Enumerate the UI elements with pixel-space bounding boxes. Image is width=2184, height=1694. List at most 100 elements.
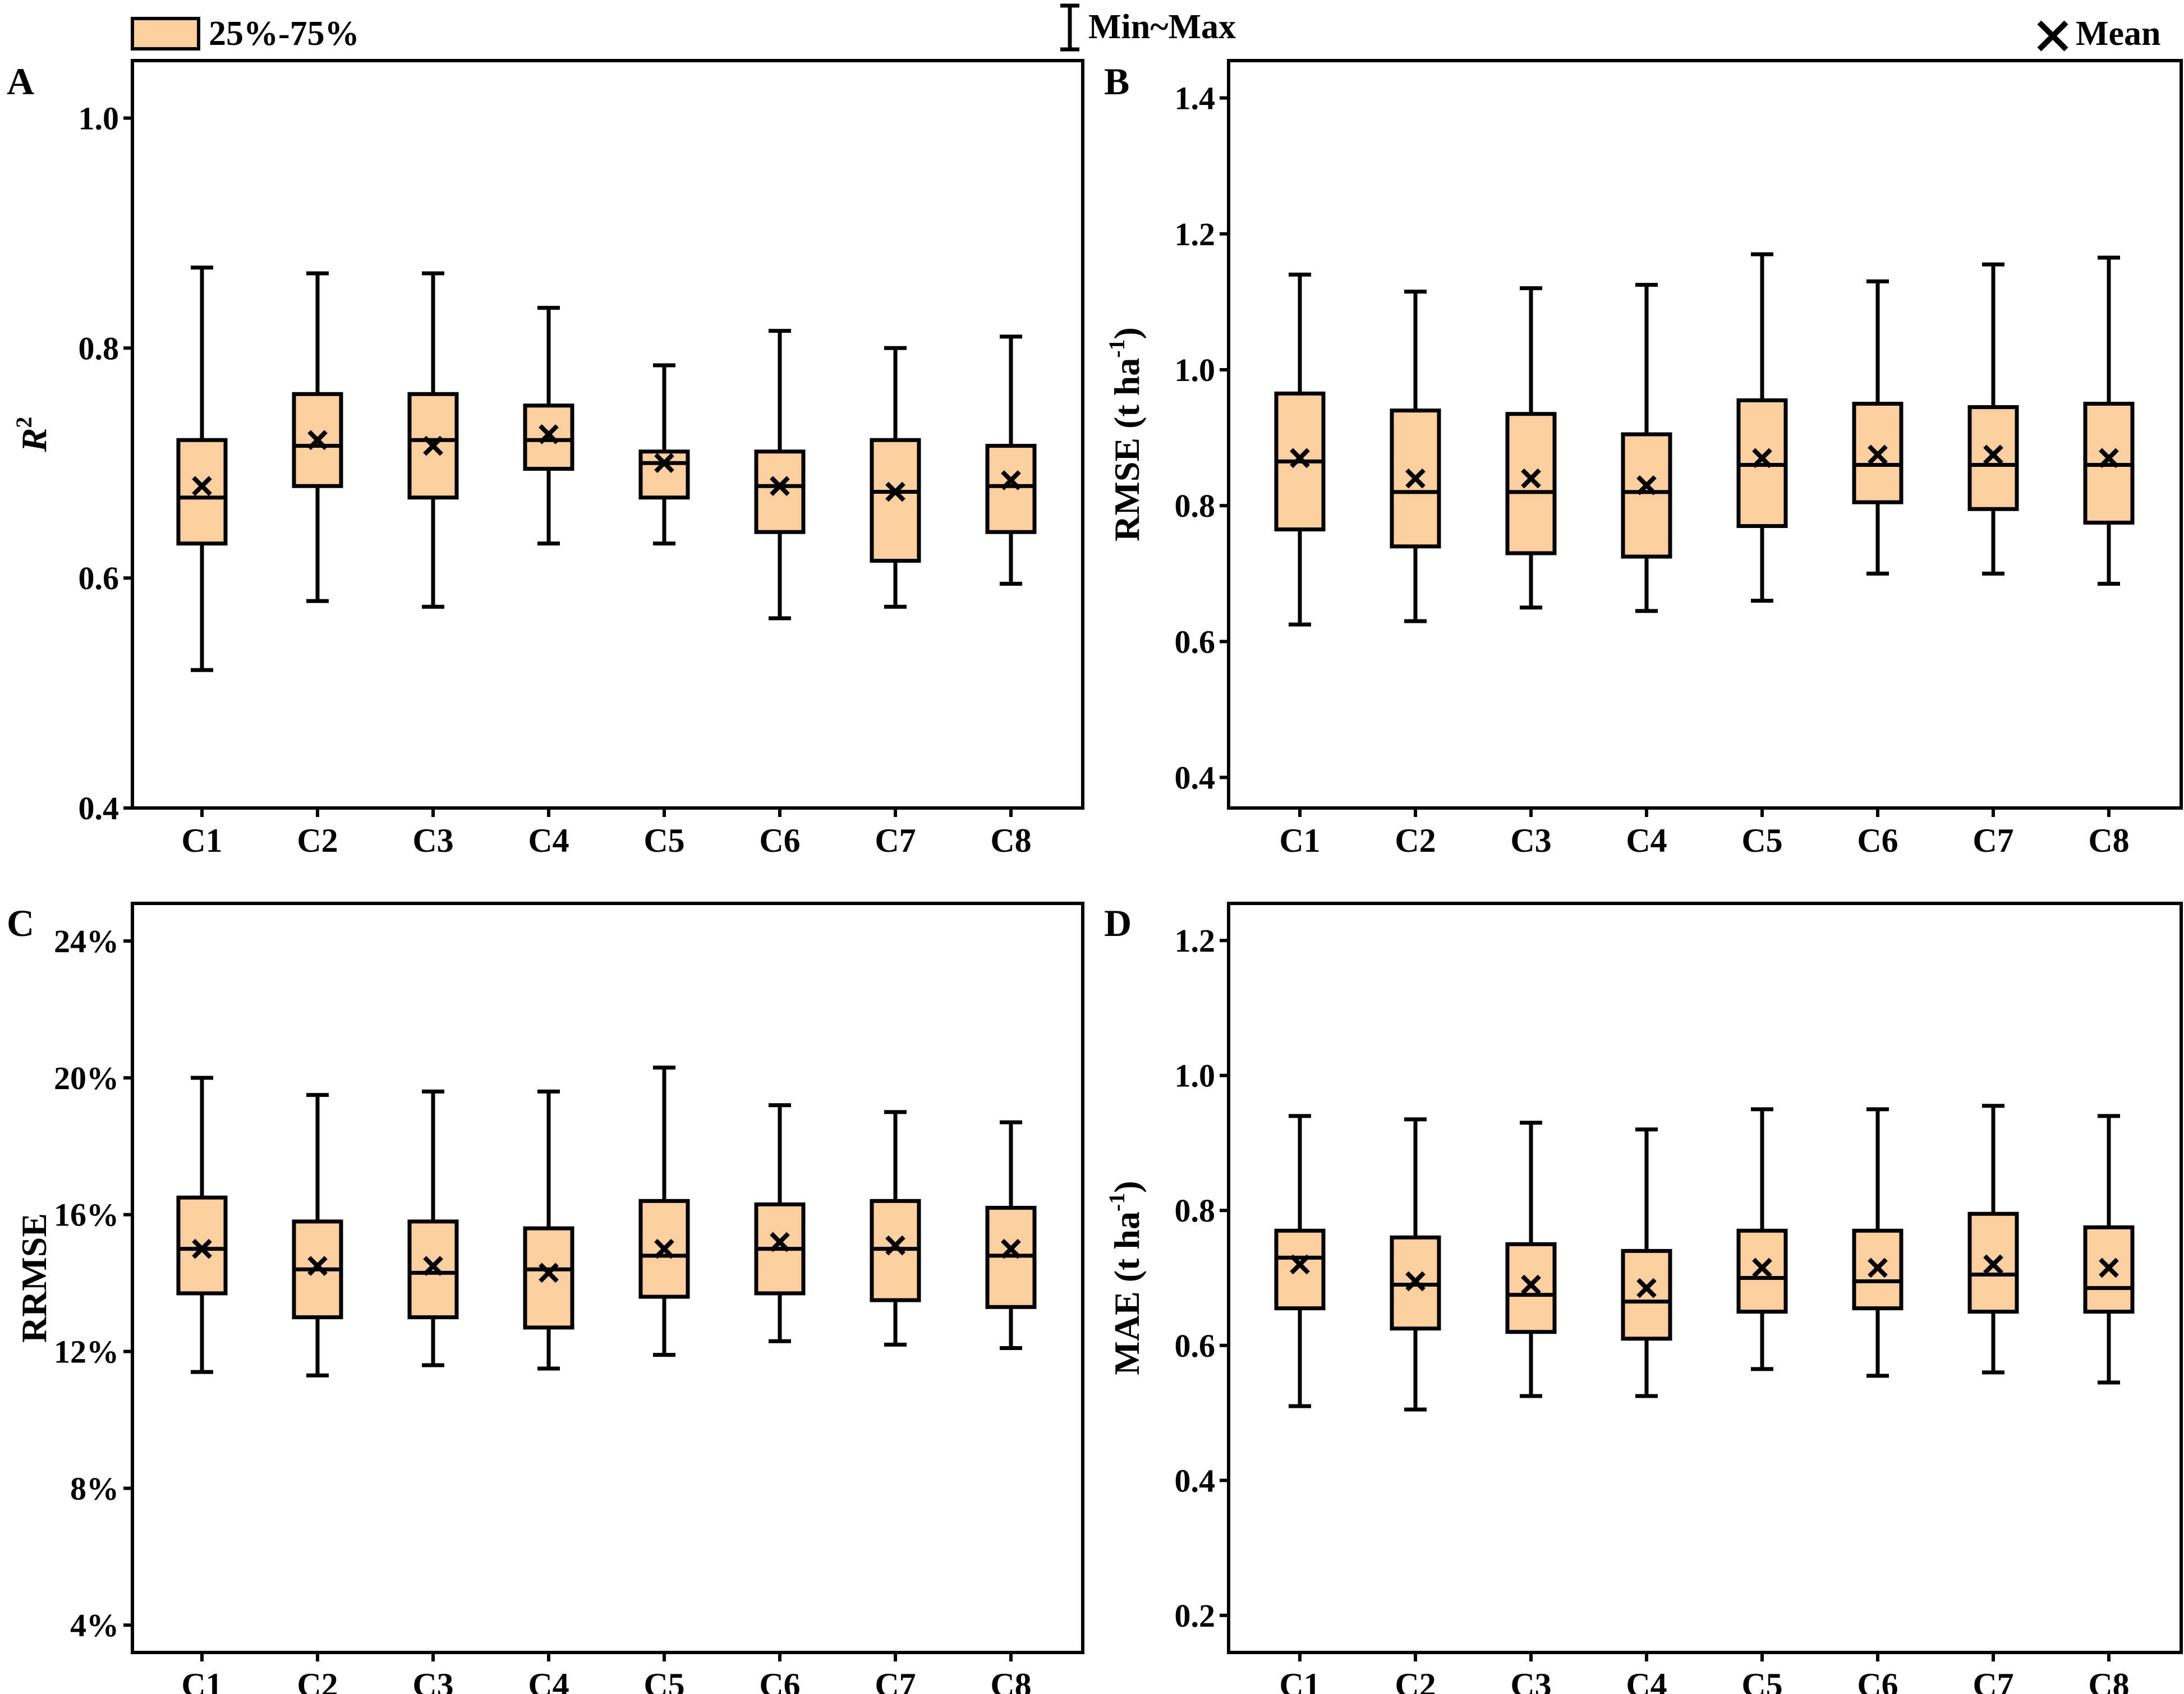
panel-c-ytick-label: 24%	[54, 923, 119, 960]
panel-a-xtick-label: C4	[528, 822, 569, 859]
panel-b-ytick-label: 0.6	[1175, 623, 1216, 660]
panel-a-mean-marker	[770, 476, 790, 497]
panel-a-iqr-box	[870, 438, 921, 563]
panel-b: B 0.4 0.6 0.8 1.0 1.2 1.4 RMSE (t ha-1) C1 C2 C3 C…	[1104, 59, 2183, 859]
panel-a-mean-marker	[192, 476, 212, 497]
panel-b-iqr-box	[1390, 408, 1441, 549]
panel-d-box-c3	[1505, 1121, 1557, 1398]
panel-c-letter: C	[7, 902, 34, 944]
panel-c-plot-frame	[131, 902, 1084, 1654]
panel-d-plot-frame	[1227, 902, 2183, 1654]
panel-d-mean-marker	[1752, 1257, 1772, 1278]
panel-a-box-c2	[292, 271, 343, 603]
panel-b-mean-marker	[1290, 448, 1310, 469]
panel-d-ytick-label: 0.6	[1175, 1328, 1216, 1364]
panel-c-mean-marker	[539, 1263, 559, 1283]
panel-a-plot-frame	[131, 59, 1084, 810]
panel-d-box-c2	[1390, 1117, 1441, 1412]
panel-b-xtick-label: C6	[1857, 822, 1898, 859]
legend-mean-icon	[2037, 20, 2068, 52]
panel-b-mean-marker	[1868, 444, 1888, 465]
panel-a-ylabel: R2	[11, 417, 54, 453]
panel-b-box-c5	[1736, 252, 1788, 603]
panel-a-ytick-label: 0.4	[79, 790, 119, 827]
panel-a-box-c3	[407, 271, 459, 609]
panel-b-mean-marker	[1636, 475, 1657, 495]
panel-c-box-c3	[407, 1089, 459, 1367]
panel-b-iqr-box	[1967, 405, 2019, 511]
panel-b-box-c7	[1967, 262, 2019, 576]
panel-b-xtick-label: C8	[2088, 822, 2129, 859]
panel-b-iqr-box	[1621, 432, 1672, 559]
panel-a-box-c5	[638, 363, 690, 546]
panel-d-box-c8	[2083, 1114, 2135, 1385]
panel-c-xtick-label: C5	[643, 1667, 684, 1694]
panel-b-iqr-box	[1505, 412, 1557, 556]
panel-d-box-c1	[1274, 1114, 1326, 1408]
panel-a-box-c7	[870, 346, 921, 609]
panel-c-iqr-box	[523, 1226, 574, 1330]
panel-d-xtick-label: C3	[1510, 1667, 1551, 1694]
panel-c: C 4% 8% 12% 16% 20% 24% RRMSE C1 C2 C3 C4 C5 C6 C7 C8	[7, 902, 1084, 1694]
panel-a-box-c8	[985, 334, 1037, 586]
panel-b-box-c4	[1621, 283, 1672, 613]
panel-c-xtick-label: C2	[297, 1667, 338, 1694]
panel-d-iqr-box	[1621, 1248, 1672, 1341]
panel-c-iqr-box	[176, 1195, 228, 1296]
panel-c-xtick-label: C1	[181, 1667, 222, 1694]
panel-c-ytick-label: 12%	[54, 1334, 119, 1370]
panel-b-mean-marker	[1752, 448, 1772, 469]
panel-d-mean-marker	[1290, 1254, 1310, 1275]
panel-c-ytick-label: 8%	[70, 1470, 119, 1507]
panel-a-mean-marker	[307, 430, 328, 451]
panel-a-box-c6	[754, 329, 806, 621]
panel-b-ytick-label: 1.2	[1175, 216, 1216, 253]
panel-d-xtick-label: C7	[1973, 1667, 2013, 1694]
panel-a-box-c1	[176, 265, 228, 672]
panel-d-xtick-label: C1	[1279, 1667, 1320, 1694]
panel-d-ylabel: MAE (t ha-1)	[1104, 1181, 1147, 1375]
panel-c-xtick-label: C7	[875, 1667, 916, 1694]
panel-d-iqr-box	[1274, 1228, 1326, 1311]
panel-b-mean-marker	[2099, 448, 2119, 469]
panel-c-xtick-label: C4	[528, 1667, 569, 1694]
panel-d-ytick-label: 0.4	[1175, 1462, 1216, 1499]
panel-a-xtick-label: C8	[990, 822, 1031, 859]
legend: 25%-75% Min~Max Mean	[131, 3, 2161, 53]
panel-a-ytick-label: 0.8	[79, 330, 119, 366]
panel-a-mean-marker	[1001, 470, 1021, 490]
panel-d-iqr-box	[1505, 1242, 1557, 1334]
panel-b-box-c3	[1505, 286, 1557, 610]
panel-c-box-c2	[292, 1092, 343, 1378]
panel-b-ytick-label: 1.4	[1175, 80, 1216, 117]
panel-b-mean-marker	[1983, 444, 2003, 465]
panel-d-xtick-label: C2	[1395, 1667, 1436, 1694]
panel-b-xtick-label: C1	[1279, 822, 1320, 859]
panel-d-ytick-label: 1.0	[1175, 1058, 1216, 1094]
panel-b-letter: B	[1104, 60, 1129, 103]
panel-d-xtick-label: C8	[2088, 1667, 2129, 1694]
panel-c-mean-marker	[307, 1256, 328, 1276]
panel-b-xtick-label: C7	[1973, 822, 2013, 859]
panel-d-iqr-box	[1736, 1228, 1788, 1314]
panel-c-mean-marker	[1001, 1238, 1021, 1259]
legend-box-label: 25%-75%	[209, 15, 360, 53]
panel-d-box-c6	[1852, 1107, 1903, 1378]
panel-a-box-c4	[523, 306, 574, 546]
panel-c-mean-marker	[654, 1238, 674, 1259]
panel-c-xtick-label: C3	[412, 1667, 453, 1694]
panel-d-mean-marker	[1636, 1278, 1657, 1298]
panel-a-mean-marker	[539, 424, 559, 444]
panel-d-iqr-box	[1852, 1228, 1903, 1311]
panel-c-box-c4	[523, 1089, 574, 1371]
panel-b-ytick-label: 1.0	[1175, 352, 1216, 388]
panel-c-mean-marker	[192, 1238, 212, 1259]
panel-b-box-c6	[1852, 279, 1903, 576]
panel-b-ytick-label: 0.4	[1175, 760, 1216, 796]
panel-b-xtick-label: C3	[1510, 822, 1551, 859]
panel-a-ytick-label: 1.0	[79, 100, 119, 136]
panel-d-mean-marker	[1405, 1271, 1426, 1292]
panel-b-mean-marker	[1405, 468, 1426, 489]
legend-mean-label: Mean	[2076, 15, 2161, 53]
